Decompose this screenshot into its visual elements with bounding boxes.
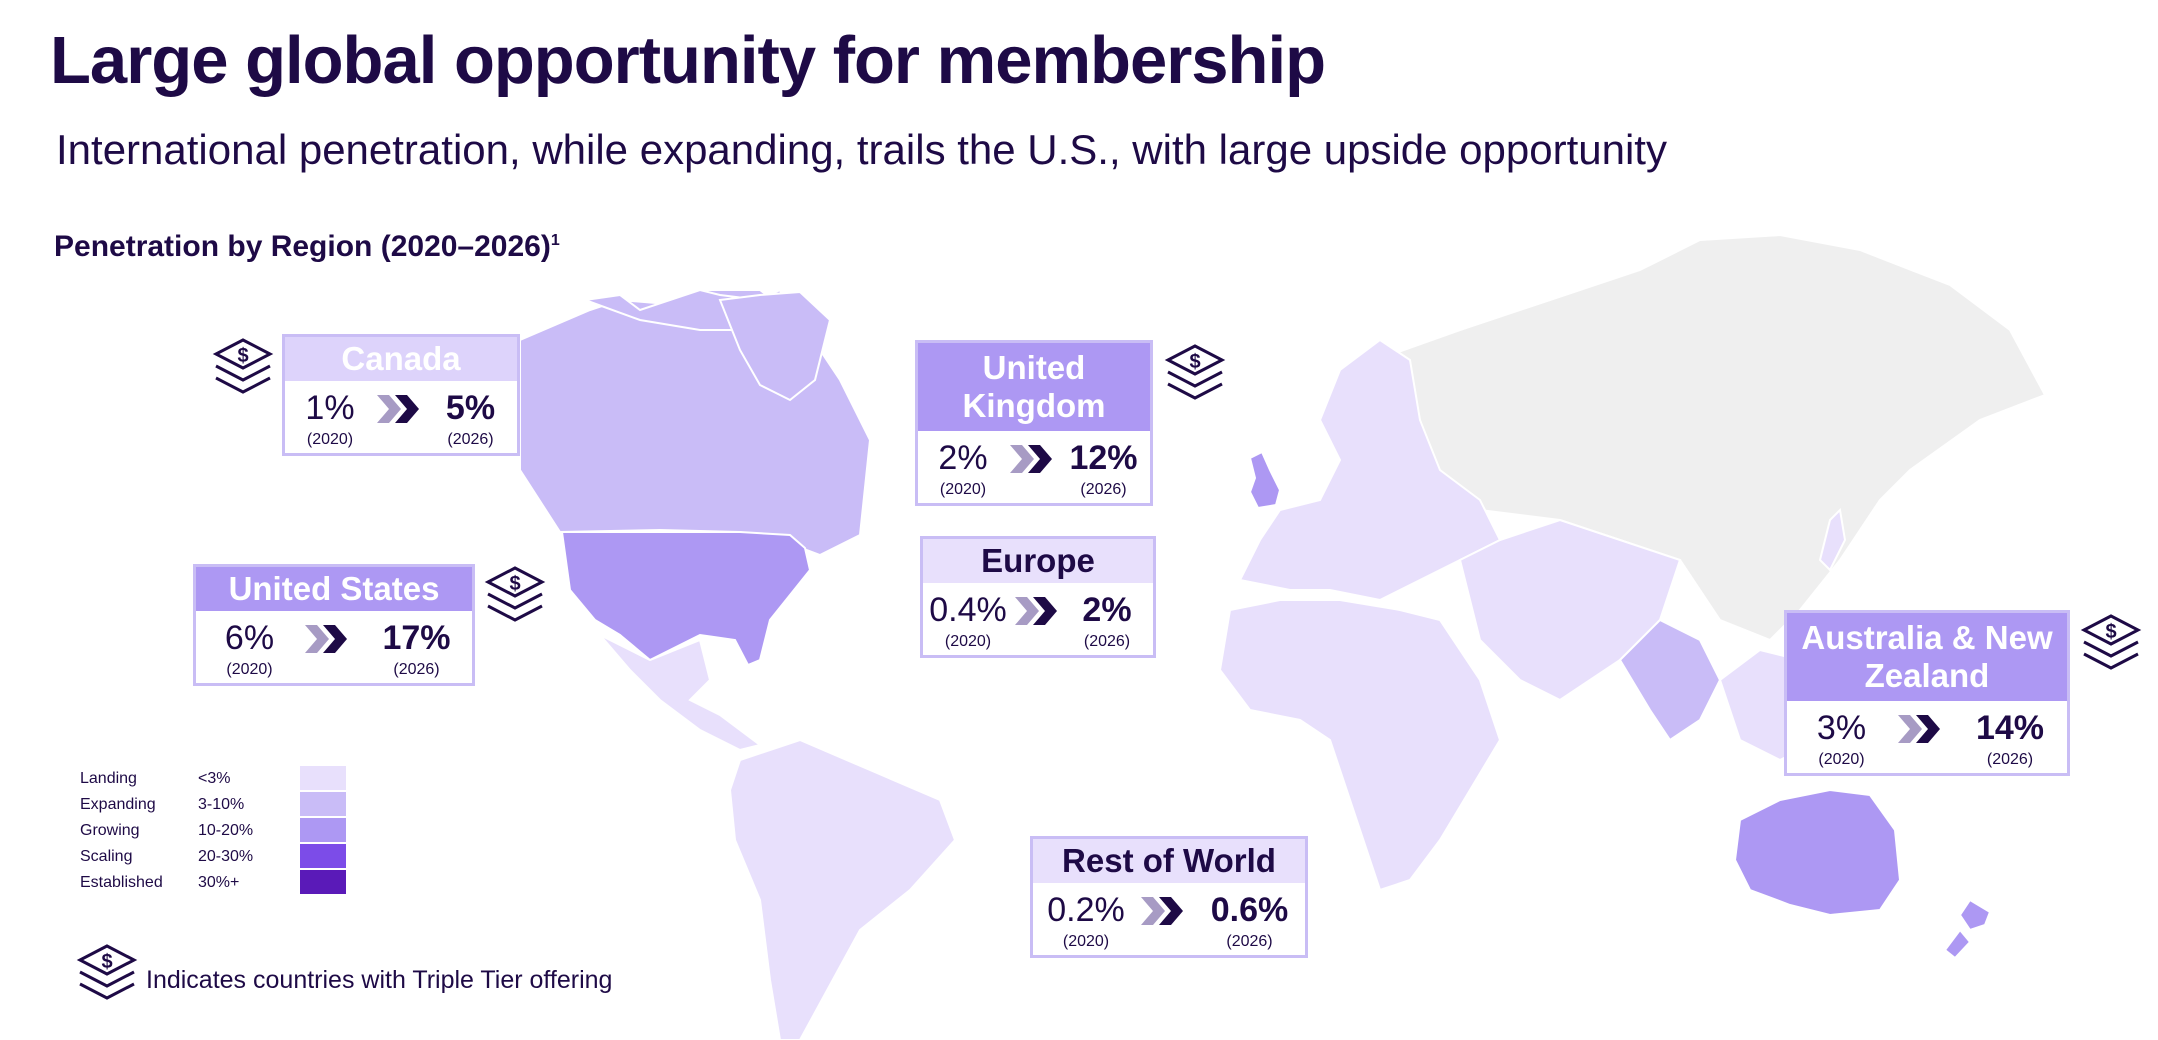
map-uk xyxy=(1248,450,1282,510)
legend-range: 10-20% xyxy=(198,822,254,839)
legend-range: 30%+ xyxy=(198,874,240,891)
year-label-2026: (2026) xyxy=(447,431,494,448)
svg-text:$: $ xyxy=(1189,351,1200,373)
legend-swatch xyxy=(300,844,346,868)
section-title-text: Penetration by Region (2020–2026) xyxy=(54,230,551,263)
tier-icon: $ xyxy=(1164,344,1226,400)
map-new-zealand xyxy=(1943,898,1992,960)
value-2026: 2% xyxy=(1082,591,1132,629)
legend-label: Established xyxy=(80,874,163,891)
tier-icon: $ xyxy=(2080,614,2142,670)
map-india xyxy=(1618,618,1722,742)
region-box: Rest of World 0.2% 0.6% (2020) (2026) xyxy=(1030,836,1308,958)
region-box: Europe 0.4% 2% (2020) (2026) xyxy=(920,536,1156,658)
legend-swatch xyxy=(300,870,346,894)
double-chevron-right-icon xyxy=(1015,597,1057,625)
map-europe xyxy=(1238,338,1502,602)
legend-swatch xyxy=(300,818,346,842)
value-2026: 5% xyxy=(445,389,496,427)
tier-note: Indicates countries with Triple Tier off… xyxy=(146,966,613,994)
svg-text:$: $ xyxy=(101,951,112,973)
map-japan xyxy=(1818,507,1847,572)
year-label-2020: (2020) xyxy=(306,431,354,448)
tier-icon: $ xyxy=(212,338,274,394)
double-chevron-right-icon xyxy=(305,625,347,653)
footnote-marker: 1 xyxy=(550,232,560,249)
region-values: 0.4% 2% (2020) (2026) xyxy=(923,583,1153,655)
region-box: Australia & New Zealand 3% 14% (2020) (2026) xyxy=(1784,610,2070,776)
region-values: 0.2% 0.6% (2020) (2026) xyxy=(1033,883,1305,955)
region-name: Europe xyxy=(923,539,1153,583)
region-values: 6% 17% (2020) (2026) xyxy=(196,611,472,683)
legend-label: Expanding xyxy=(80,796,156,813)
region-box: United Kingdom 2% 12% (2020) (2026) xyxy=(915,340,1153,506)
map-mexico xyxy=(599,634,763,752)
year-label-2026: (2026) xyxy=(1083,633,1131,650)
legend-label: Landing xyxy=(80,770,137,787)
year-label-2020: (2020) xyxy=(226,661,273,678)
map-greenland xyxy=(718,290,832,402)
section-title: Penetration by Region (2020–2026)1 xyxy=(54,230,560,264)
value-2026: 14% xyxy=(1975,709,2045,747)
year-label-2026: (2026) xyxy=(1986,751,2034,768)
legend-label: Growing xyxy=(80,822,140,839)
svg-text:$: $ xyxy=(509,573,520,595)
region-values: 1% 5% (2020) (2026) xyxy=(285,381,517,453)
region-name: United States xyxy=(196,567,472,611)
year-label-2020: (2020) xyxy=(1818,751,1865,768)
value-2020: 1% xyxy=(305,389,355,427)
region-values: 2% 12% (2020) (2026) xyxy=(918,431,1150,503)
region-name: Canada xyxy=(285,337,517,381)
legend-range: 20-30% xyxy=(198,848,254,865)
value-2026: 12% xyxy=(1069,439,1138,477)
value-2026: 0.6% xyxy=(1210,891,1289,929)
region-name: Rest of World xyxy=(1033,839,1305,883)
tier-icon: $ xyxy=(484,566,546,622)
value-2020: 2% xyxy=(938,439,988,477)
legend-swatch xyxy=(300,792,346,816)
double-chevron-right-icon xyxy=(1898,715,1940,743)
year-label-2020: (2020) xyxy=(1062,933,1110,950)
legend-swatch xyxy=(300,766,346,790)
year-label-2026: (2026) xyxy=(393,661,440,678)
region-values: 3% 14% (2020) (2026) xyxy=(1787,701,2067,773)
legend-label: Scaling xyxy=(80,848,133,865)
double-chevron-right-icon xyxy=(1010,445,1052,473)
value-2020: 0.4% xyxy=(929,591,1007,629)
tier-legend-icon: $ xyxy=(76,944,138,1000)
page-title: Large global opportunity for membership xyxy=(50,23,1326,98)
value-2020: 6% xyxy=(224,619,275,657)
map-africa xyxy=(1218,599,1502,892)
double-chevron-right-icon xyxy=(377,395,419,423)
page-subtitle: International penetration, while expandi… xyxy=(56,126,1667,173)
map-south-america xyxy=(728,738,957,1040)
double-chevron-right-icon xyxy=(1141,897,1183,925)
region-box: Canada 1% 5% (2020) (2026) xyxy=(282,334,520,456)
region-name: Australia & New Zealand xyxy=(1787,613,2067,701)
value-2026: 17% xyxy=(382,619,451,657)
region-name: United Kingdom xyxy=(918,343,1150,431)
region-box: United States 6% 17% (2020) (2026) xyxy=(193,564,475,686)
legend-range: <3% xyxy=(198,770,231,787)
map-australia xyxy=(1733,788,1902,917)
value-2020: 3% xyxy=(1816,709,1867,747)
svg-text:$: $ xyxy=(2105,621,2116,643)
value-2020: 0.2% xyxy=(1047,891,1125,929)
year-label-2026: (2026) xyxy=(1080,481,1127,498)
year-label-2026: (2026) xyxy=(1226,933,1273,950)
legend-range: 3-10% xyxy=(198,796,245,813)
year-label-2020: (2020) xyxy=(944,633,992,650)
map-usa xyxy=(560,531,812,667)
year-label-2020: (2020) xyxy=(939,481,987,498)
svg-text:$: $ xyxy=(237,345,248,367)
